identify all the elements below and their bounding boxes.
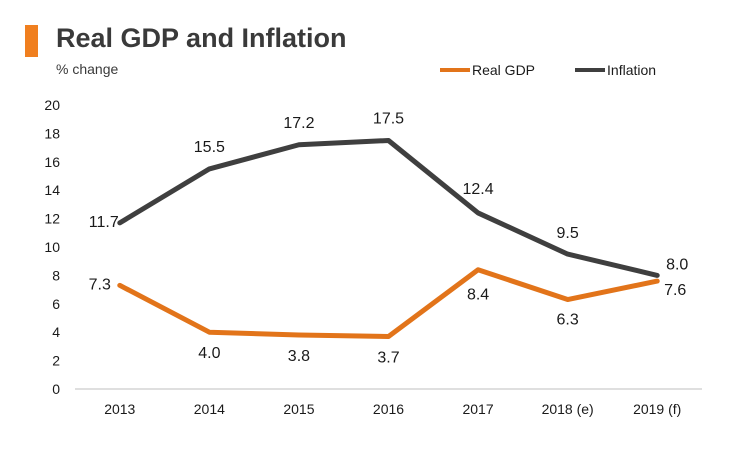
y-tick-label: 2 [52, 353, 60, 369]
data-point [207, 330, 211, 334]
data-label: 8.0 [666, 256, 688, 273]
y-tick-label: 16 [44, 154, 60, 170]
title-accent-bar [25, 25, 38, 57]
x-tick-label: 2019 (f) [633, 401, 681, 417]
y-tick-label: 6 [52, 296, 60, 312]
data-label: 7.3 [89, 276, 111, 293]
data-point [297, 143, 301, 147]
chart-subtitle: % change [56, 61, 119, 77]
data-labels-layer: 7.3 4.0 3.8 3.7 8.4 6.3 7.6 11.7 15.5 17.2 17.5 12.… [89, 111, 689, 367]
x-tick-label: 2015 [283, 401, 314, 417]
legend-swatch-inflation [575, 68, 606, 72]
data-point [476, 211, 480, 215]
series-line-inflation [117, 138, 660, 278]
axes: 0 2 4 6 8 10 12 14 16 18 20 2013 2014 2015 2016 2017 201… [44, 97, 702, 417]
data-label: 11.7 [89, 214, 119, 231]
data-label: 17.2 [283, 115, 314, 132]
y-tick-label: 14 [44, 182, 60, 198]
x-tick-label: 2013 [104, 401, 135, 417]
data-point [297, 333, 301, 337]
chart-title: Real GDP and Inflation [56, 23, 347, 53]
data-label: 7.6 [664, 282, 686, 299]
data-label: 3.7 [377, 349, 399, 366]
y-tick-label: 10 [44, 239, 60, 255]
data-point [655, 273, 659, 277]
data-label: 15.5 [194, 139, 225, 156]
data-point [387, 139, 390, 142]
legend: Real GDP Inflation [440, 62, 696, 78]
series-layer [117, 138, 660, 339]
data-point [118, 221, 122, 225]
x-tick-label: 2016 [373, 401, 404, 417]
data-label: 8.4 [467, 287, 489, 304]
y-tick-label: 18 [44, 125, 60, 141]
legend-label-inflation: Inflation [607, 62, 657, 78]
y-tick-label: 4 [52, 324, 60, 340]
y-tick-label: 20 [44, 97, 60, 113]
data-label: 6.3 [557, 312, 579, 329]
data-label: 3.8 [288, 348, 310, 365]
legend-label-real-gdp: Real GDP [472, 62, 536, 78]
x-tick-label: 2014 [194, 401, 225, 417]
legend-item-inflation: Inflation [575, 62, 656, 78]
y-tick-label: 8 [52, 267, 60, 283]
y-tick-label: 0 [52, 381, 60, 397]
data-point [387, 334, 390, 338]
data-label: 4.0 [198, 345, 220, 362]
data-point [566, 252, 570, 256]
data-label: 12.4 [463, 181, 494, 198]
x-tick-label: 2017 [462, 401, 493, 417]
data-point [207, 167, 211, 171]
x-tick-label: 2018 (e) [542, 401, 594, 417]
data-label: 9.5 [557, 225, 579, 242]
data-point [476, 268, 480, 272]
y-tick-label: 12 [44, 211, 60, 227]
legend-item-real-gdp: Real GDP [440, 62, 535, 78]
data-point [118, 283, 122, 287]
data-point [566, 298, 570, 302]
legend-swatch-real-gdp [440, 68, 470, 72]
data-point [655, 279, 659, 283]
data-label: 17.5 [373, 111, 404, 128]
